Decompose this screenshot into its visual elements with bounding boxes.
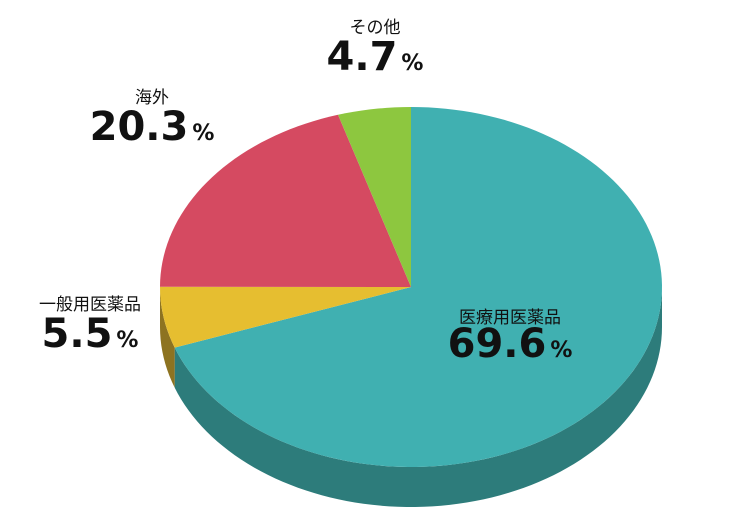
value-label: 20.3% <box>90 104 215 150</box>
value-label: 69.6% <box>448 321 573 367</box>
slice <box>338 107 411 287</box>
value-unit: % <box>550 338 572 363</box>
value-number: 4.7 <box>327 34 398 80</box>
value-unit: % <box>192 121 214 146</box>
value-number: 5.5 <box>42 311 113 357</box>
slice-side <box>174 287 662 507</box>
slice-label: その他 <box>350 18 401 38</box>
slice-label: 海外 <box>135 88 169 108</box>
value-label: 5.5% <box>42 311 139 357</box>
value-number: 20.3 <box>90 104 189 150</box>
slice-label: 一般用医薬品 <box>39 295 141 315</box>
value-unit: % <box>116 328 138 353</box>
slice <box>160 286 411 348</box>
value-unit: % <box>401 51 423 76</box>
slice-label: 医療用医薬品 <box>459 308 561 328</box>
slice <box>174 107 662 467</box>
value-label: 4.7% <box>327 34 424 80</box>
slice <box>160 114 411 287</box>
value-number: 69.6 <box>448 321 547 367</box>
slice-side <box>160 287 175 388</box>
